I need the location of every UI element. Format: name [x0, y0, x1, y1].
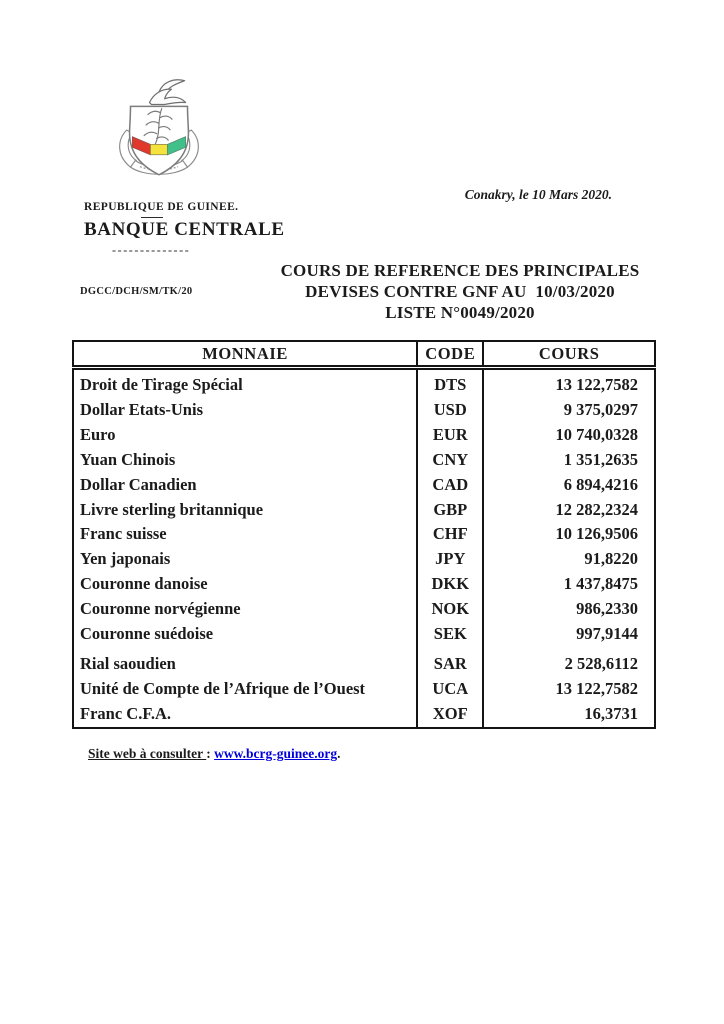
currency-code: DKK [416, 572, 485, 598]
currency-name: Couronne danoise [80, 574, 208, 594]
bank-name-label: BANQUE CENTRALE [84, 219, 285, 240]
table-row: Unité de Compte de l’Afrique de l’Ouest … [73, 676, 655, 702]
olive-branch [143, 108, 173, 145]
currency-name: Unité de Compte de l’Afrique de l’Ouest [80, 678, 366, 698]
currency-name: Couronne suédoise [80, 624, 214, 644]
currency-name: Rial saoudien [80, 653, 176, 673]
letterhead-rule [141, 217, 163, 218]
currency-code: CHF [416, 522, 485, 548]
currency-rate: 1 351,2635 [563, 449, 638, 469]
title-line-3: LISTE N°0049/2020 [385, 303, 535, 322]
currency-name: Yen japonais [80, 549, 171, 569]
guinea-coat-of-arms-icon [119, 79, 199, 176]
currency-name: Yuan Chinois [80, 449, 176, 469]
currency-code: SAR [416, 646, 485, 677]
currency-code: JPY [416, 547, 485, 573]
website-note-colon: : [206, 746, 215, 761]
currency-rate: 91,8220 [584, 549, 638, 569]
shield [128, 105, 190, 176]
separator-dashes: -------------- [112, 243, 191, 257]
document-title: COURS DE REFERENCE DES PRINCIPALES DEVIS… [262, 260, 658, 323]
currency-rate: 12 282,2324 [555, 499, 639, 519]
reference-code: DGCC/DCH/SM/TK/20 [80, 286, 193, 297]
title-line-2: DEVISES CONTRE GNF AU 10/03/2020 [305, 282, 615, 301]
currency-name: Droit de Tirage Spécial [80, 375, 243, 394]
currency-rate: 10 740,0328 [555, 424, 639, 444]
currency-rate: 9 375,0297 [563, 399, 638, 419]
currency-name: Livre sterling britannique [80, 499, 264, 519]
table-row: Euro EUR 10 740,0328 [73, 422, 655, 448]
website-note-label: Site web à consulter [88, 746, 207, 761]
currency-name: Dollar Etats-Unis [80, 399, 203, 419]
currency-name: Franc suisse [80, 524, 167, 544]
currency-rate: 997,9144 [576, 624, 638, 644]
currency-code: CAD [416, 472, 485, 498]
table-row: Franc C.F.A. XOF 16,3731 [73, 701, 655, 728]
currency-code: CNY [416, 447, 485, 473]
currency-rate: 2 528,6112 [564, 653, 638, 673]
currency-code: SEK [416, 622, 485, 647]
currency-code: NOK [416, 597, 485, 623]
flag-band-green [167, 136, 186, 156]
table-row: Rial saoudien SAR 2 528,6112 [73, 646, 655, 677]
table-row: Droit de Tirage Spécial DTS 13 122,7582 [73, 367, 655, 398]
table-row: Dollar Etats-Unis USD 9 375,0297 [73, 397, 655, 423]
table-row: Franc suisse CHF 10 126,9506 [73, 522, 655, 548]
rates-table: MONNAIE CODE COURS Droit de Tirage Spéci… [72, 340, 656, 729]
currency-name: Couronne norvégienne [80, 599, 241, 619]
currency-code: USD [416, 397, 485, 423]
table-row: Yen japonais JPY 91,8220 [73, 547, 655, 573]
table-row: Yuan Chinois CNY 1 351,2635 [73, 447, 655, 473]
currency-rate: 16,3731 [584, 703, 638, 723]
currency-rate: 6 894,4216 [563, 474, 638, 494]
website-link[interactable]: www.bcrg-guinee.org [214, 746, 338, 761]
currency-code: DTS [416, 367, 485, 398]
currency-name: Franc C.F.A. [80, 703, 172, 723]
table-row: Dollar Canadien CAD 6 894,4216 [73, 472, 655, 498]
republic-label: REPUBLIQUE DE GUINEE. [84, 201, 239, 213]
flag-band-yellow [150, 143, 168, 156]
column-header-cours: COURS [483, 341, 655, 370]
table-row: Couronne danoise DKK 1 437,8475 [73, 572, 655, 598]
currency-code: EUR [416, 422, 485, 448]
table-header-row: MONNAIE CODE COURS [73, 341, 655, 370]
currency-rate: 986,2330 [576, 599, 638, 619]
currency-name: Euro [80, 424, 116, 444]
currency-rate: 13 122,7582 [555, 678, 639, 698]
currency-code: UCA [416, 676, 485, 702]
currency-rate: 10 126,9506 [555, 524, 639, 544]
date-line: Conakry, le 10 Mars 2020. [464, 187, 612, 202]
website-note-period: . [337, 746, 341, 761]
currency-name: Dollar Canadien [80, 474, 197, 494]
title-line-1: COURS DE REFERENCE DES PRINCIPALES [280, 261, 640, 280]
table-row: Couronne norvégienne NOK 986,2330 [73, 597, 655, 623]
dove-icon [148, 79, 187, 106]
table-row: Livre sterling britannique GBP 12 282,23… [73, 497, 655, 523]
website-note: Site web à consulter : www.bcrg-guinee.o… [88, 746, 340, 762]
currency-code: XOF [416, 701, 485, 728]
column-header-monnaie: MONNAIE [73, 341, 418, 370]
column-header-code: CODE [416, 341, 485, 370]
rates-table-container: MONNAIE CODE COURS Droit de Tirage Spéci… [72, 340, 656, 729]
currency-rate: 13 122,7582 [555, 375, 639, 394]
currency-rate: 1 437,8475 [563, 574, 638, 594]
table-row: Couronne suédoise SEK 997,9144 [73, 622, 655, 647]
currency-code: GBP [416, 497, 485, 523]
